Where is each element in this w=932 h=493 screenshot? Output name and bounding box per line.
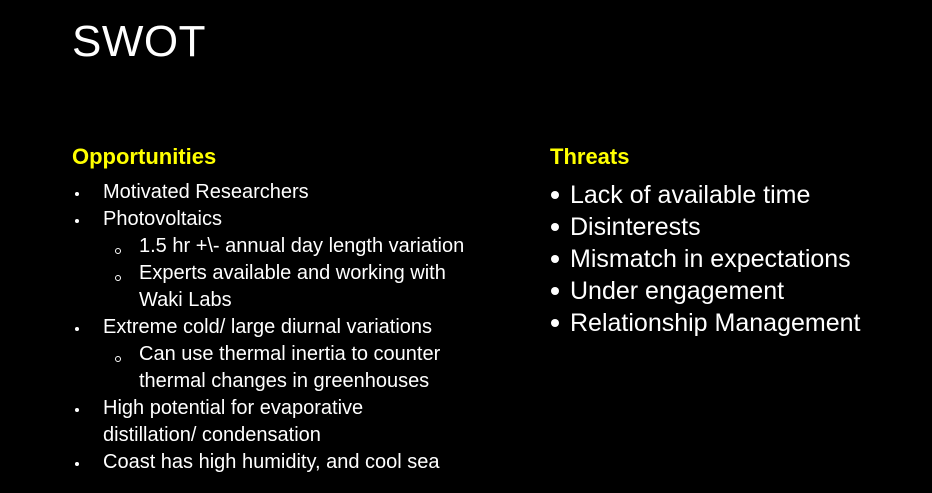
hollow-bullet-icon (115, 275, 121, 281)
threat-item: Relationship Management (550, 307, 920, 339)
threats-heading: Threats (550, 144, 630, 169)
bullet-icon (75, 408, 79, 412)
threat-text: Mismatch in expectations (570, 245, 851, 273)
opportunity-text-line: Extreme cold/ large diurnal variations (103, 316, 433, 338)
threat-text: Lack of available time (570, 181, 811, 209)
threat-item: Lack of available time (550, 179, 920, 211)
threat-item: Mismatch in expectations (550, 243, 920, 275)
opportunity-item: Photovoltaics (72, 206, 522, 233)
opportunity-item: Motivated Researchers (72, 179, 522, 206)
bullet-icon (551, 223, 559, 231)
opportunity-item: Coast has high humidity, and cool sea (72, 449, 522, 476)
bullet-icon (551, 191, 559, 199)
opportunity-text-line: distillation/ condensation (103, 424, 321, 446)
opportunity-text-line: Motivated Researchers (103, 181, 309, 203)
threats-section: Threats Lack of available time Disinteres… (550, 142, 920, 339)
hollow-bullet-icon (115, 356, 121, 362)
opportunity-item: Extreme cold/ large diurnal variations (72, 314, 522, 341)
bullet-icon (75, 219, 79, 223)
opportunity-text-line: thermal changes in greenhouses (139, 370, 430, 392)
threat-text: Relationship Management (570, 309, 861, 337)
threat-item: Under engagement (550, 275, 920, 307)
opportunity-subitem: Experts available and working with Waki L… (72, 260, 522, 314)
opportunities-section: Opportunities Motivated Researchers Photo… (72, 142, 522, 476)
opportunity-text-line: Can use thermal inertia to counter (139, 343, 441, 365)
opportunity-text-line: Photovoltaics (103, 208, 222, 230)
bullet-icon (551, 255, 559, 263)
threat-item: Disinterests (550, 211, 920, 243)
threats-list: Lack of available time Disinterests Mismat… (550, 179, 920, 339)
bullet-icon (75, 462, 79, 466)
bullet-icon (551, 319, 559, 327)
threat-text: Under engagement (570, 277, 785, 305)
bullet-icon (75, 327, 79, 331)
bullet-icon (75, 192, 79, 196)
opportunity-item: High potential for evaporative distillati… (72, 395, 522, 449)
opportunity-text-line: 1.5 hr +\- annual day length variation (139, 235, 465, 257)
opportunity-text-line: Waki Labs (139, 289, 232, 311)
bullet-icon (551, 287, 559, 295)
opportunity-subitem: 1.5 hr +\- annual day length variation (72, 233, 522, 260)
opportunity-subitem: Can use thermal inertia to counter therma… (72, 341, 522, 395)
opportunities-list: Motivated Researchers Photovoltaics 1.5 hr… (72, 179, 522, 476)
hollow-bullet-icon (115, 248, 121, 254)
opportunity-text-line: Coast has high humidity, and cool sea (103, 451, 440, 473)
opportunities-heading: Opportunities (72, 144, 217, 169)
opportunity-text-line: High potential for evaporative (103, 397, 364, 419)
slide-title: SWOT (72, 17, 206, 66)
threat-text: Disinterests (570, 213, 701, 241)
opportunity-text-line: Experts available and working with (139, 262, 446, 284)
